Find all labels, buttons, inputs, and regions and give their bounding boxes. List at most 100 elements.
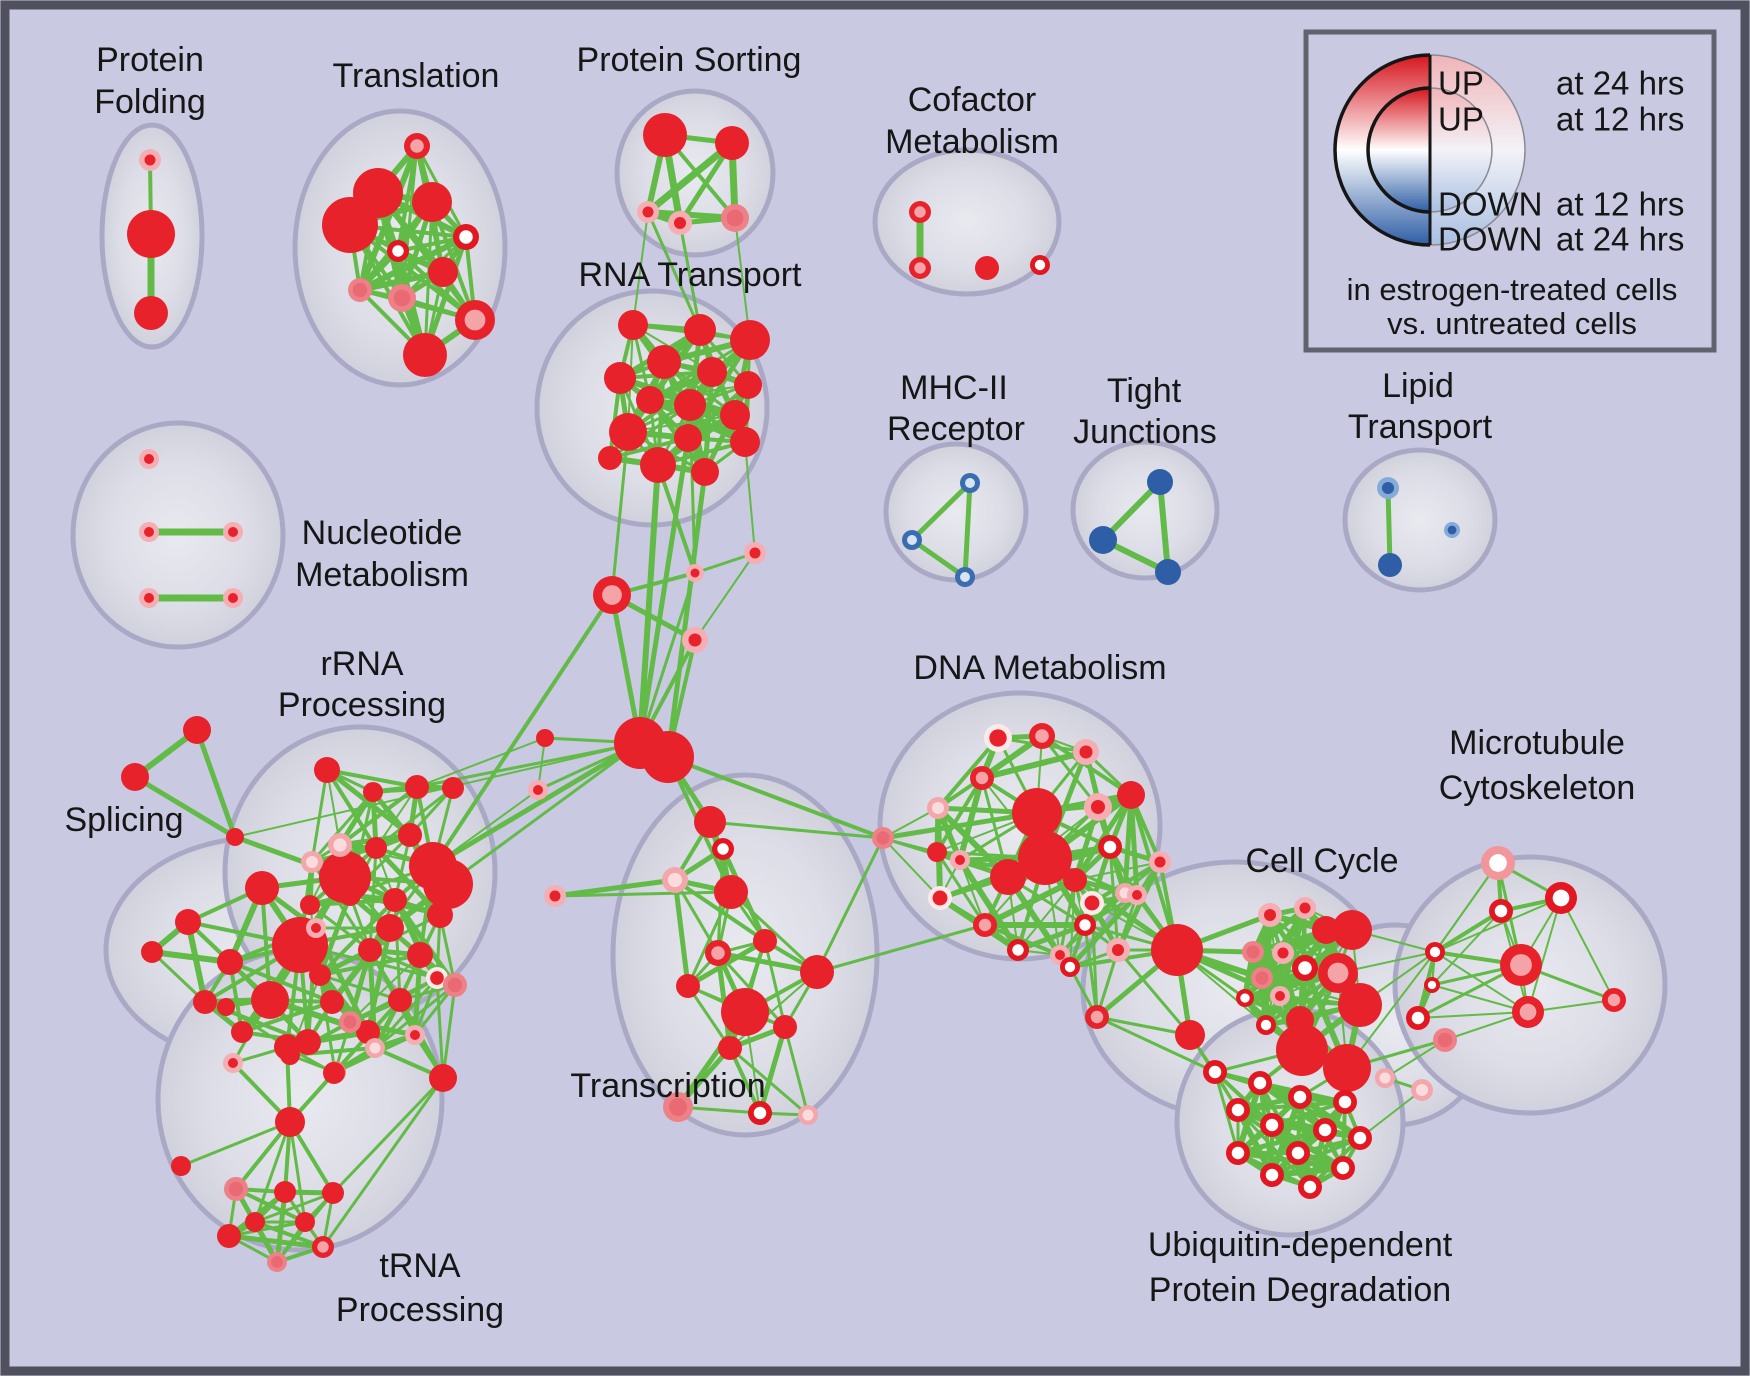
network-node-R <box>398 823 422 847</box>
network-node-core <box>1246 945 1260 959</box>
network-edge <box>310 790 375 864</box>
network-node-B <box>1378 553 1402 577</box>
network-node-core <box>669 1098 687 1116</box>
network-node-core <box>1437 1032 1453 1048</box>
network-edge <box>1346 951 1436 1069</box>
network-node-R <box>407 942 433 968</box>
network-node-core <box>1411 1011 1425 1025</box>
network-node-R <box>339 884 361 906</box>
network-edge <box>1074 861 1161 881</box>
network-node-R <box>609 413 647 451</box>
cluster-label-microtubule-cytoskeleton: Cytoskeleton <box>1439 769 1636 807</box>
network-edge <box>979 749 1089 781</box>
network-edge <box>734 217 751 341</box>
network-edge <box>1433 909 1503 954</box>
network-node-core <box>1494 904 1508 918</box>
network-node-core <box>1318 1123 1332 1137</box>
network-node-R <box>647 345 681 379</box>
network-edge <box>318 973 402 1002</box>
network-node-R <box>927 842 947 862</box>
network-edge <box>1095 1015 1192 1037</box>
network-node-core <box>674 217 686 229</box>
network-edge <box>783 1025 810 1117</box>
network-edge <box>936 736 1000 810</box>
network-node-B <box>1147 469 1173 495</box>
network-edge <box>1417 1011 1529 1019</box>
legend-direction-label: DOWN <box>1438 221 1542 258</box>
network-edge <box>325 768 419 789</box>
network-node-core <box>1064 961 1076 973</box>
network-node-R <box>1276 1024 1328 1076</box>
network-edge <box>1116 948 1192 1037</box>
network-edge <box>957 857 1021 953</box>
network-node-core <box>1240 993 1250 1003</box>
network-edge <box>694 552 756 641</box>
cluster-ellipse-mhc-ii-receptor <box>883 441 1029 583</box>
network-node-core <box>459 230 473 244</box>
network-edge <box>880 810 1040 841</box>
network-node-R <box>409 842 457 890</box>
network-node-core <box>1255 971 1269 985</box>
network-edge <box>1560 897 1615 1001</box>
network-edge <box>288 1120 307 1224</box>
network-edge <box>1431 984 1529 1013</box>
network-node-R <box>1117 781 1145 809</box>
network-edge <box>321 1076 445 1249</box>
network-edge <box>1434 862 1499 953</box>
network-edge <box>446 741 642 886</box>
network-node-core <box>1084 895 1100 911</box>
network-edge <box>757 1024 788 1116</box>
network-node-R <box>643 113 687 157</box>
legend-time-label: at 12 hrs <box>1556 186 1684 223</box>
network-node-R <box>800 955 834 989</box>
network-node-R <box>383 888 407 912</box>
network-node-R <box>323 1062 345 1084</box>
network-edge <box>1385 485 1393 568</box>
network-node-core <box>1429 946 1441 958</box>
network-node-R <box>714 875 748 909</box>
network-node-core <box>667 872 683 888</box>
network-node-R <box>121 763 149 791</box>
network-node-core <box>144 593 154 603</box>
network-edge <box>672 877 691 989</box>
network-node-core <box>749 547 761 559</box>
network-node-core <box>228 1181 244 1197</box>
network-node-R <box>427 902 453 928</box>
network-node-R <box>640 447 676 483</box>
cluster-label-lipid-transport: Lipid <box>1382 367 1454 405</box>
network-node-core <box>876 831 890 845</box>
network-node-core <box>1519 1003 1537 1021</box>
network-node-core <box>393 289 411 307</box>
network-edge <box>253 1220 325 1249</box>
network-edge <box>1250 905 1308 955</box>
network-node-core <box>1260 1019 1272 1031</box>
network-node-R <box>295 1029 321 1055</box>
network-node-core <box>228 593 238 603</box>
network-node-core <box>1231 1103 1245 1117</box>
network-node-core <box>144 154 156 166</box>
network-node-core <box>228 1058 238 1068</box>
network-node-R <box>322 197 378 253</box>
network-edge <box>150 950 207 1004</box>
network-node-R <box>217 949 243 975</box>
legend-time-label: at 12 hrs <box>1556 101 1684 138</box>
network-node-R <box>274 1034 300 1060</box>
network-node-core <box>1303 1180 1317 1194</box>
network-edge <box>1434 951 1529 1013</box>
network-node-R <box>175 909 201 935</box>
network-node-core <box>1447 525 1457 535</box>
network-edge <box>317 892 353 978</box>
network-edge <box>553 890 733 898</box>
network-node-core <box>1035 729 1049 743</box>
network-node-core <box>931 801 945 815</box>
cluster-ellipse-cofactor-metabolism <box>872 147 1062 297</box>
network-node-core <box>311 923 321 933</box>
cluster-ellipse-lipid-transport <box>1342 447 1498 593</box>
network-node-core <box>1336 1161 1350 1175</box>
network-edge <box>686 890 733 988</box>
network-node-core <box>753 1106 767 1120</box>
network-node-R <box>636 386 664 414</box>
network-edge <box>1157 479 1171 575</box>
network-node-R <box>1151 924 1203 976</box>
